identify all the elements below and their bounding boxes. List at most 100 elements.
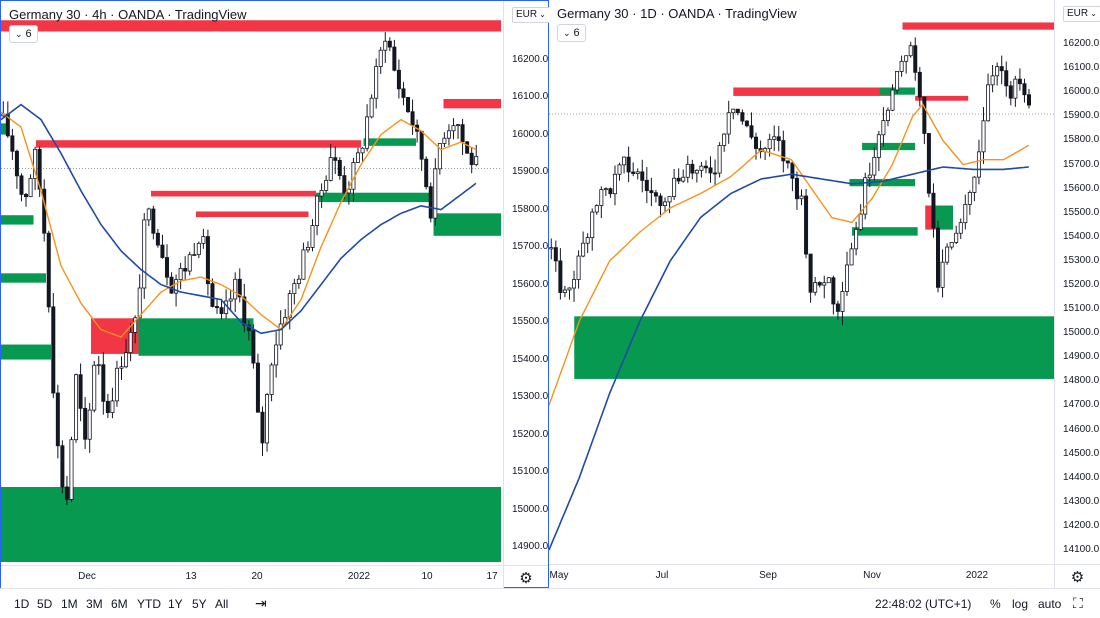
candle-body [201, 236, 206, 244]
candle-body [37, 148, 42, 190]
candle-body [178, 268, 183, 281]
price-tick-label: 15100.0 [1063, 303, 1100, 315]
candle-body [922, 96, 927, 134]
price-tick-label: 15800.0 [512, 203, 549, 215]
candle-body [785, 160, 790, 164]
range-1y-button[interactable]: 1Y [168, 597, 183, 611]
percent-scale-toggle[interactable]: % [990, 597, 1001, 611]
candle-body [986, 84, 991, 122]
candle-body [442, 137, 447, 144]
candle-body [137, 287, 142, 319]
candle-body [174, 279, 179, 294]
candle-body [55, 392, 60, 447]
demand-zone [1, 273, 46, 283]
range-6m-button[interactable]: 6M [111, 597, 128, 611]
currency-label: EUR [516, 9, 538, 20]
candle-body [24, 193, 29, 198]
chart-pane-4h[interactable]: Germany 30 · 4h · OANDA · TradingView ⌄ … [0, 0, 550, 589]
candle-body [995, 66, 1000, 77]
price-plot-4h[interactable] [1, 1, 501, 564]
demand-zone [574, 316, 1054, 379]
candle-body [562, 289, 567, 293]
auto-scale-toggle[interactable]: auto [1038, 597, 1062, 611]
candle-body [196, 242, 201, 255]
chart-settings-button[interactable]: ⚙ [1054, 564, 1100, 588]
candle-body [183, 268, 188, 272]
candle-body [813, 282, 818, 293]
chevron-down-icon: ⌄ [1090, 9, 1097, 18]
go-to-date-icon[interactable]: ⇥ [255, 595, 267, 611]
candle-body [863, 177, 868, 215]
currency-button[interactable]: EUR ⌄ [512, 7, 550, 23]
candle-body [355, 152, 360, 163]
candle-body [717, 145, 722, 174]
candle-body [931, 192, 936, 229]
candle-body [858, 213, 863, 230]
candle-body [772, 136, 777, 140]
time-axis[interactable]: Dec 13 20 2022 10 17 [1, 565, 503, 589]
candle-body [917, 71, 922, 98]
range-5d-button[interactable]: 5D [37, 597, 53, 611]
range-5y-button[interactable]: 5Y [192, 597, 207, 611]
demand-zone [862, 142, 916, 151]
demand-zone [935, 205, 953, 230]
candle-body [74, 374, 79, 441]
price-plot-1d[interactable] [549, 0, 1054, 564]
indicators-toggle[interactable]: ⌄ 6 [557, 24, 586, 42]
chart-settings-button[interactable]: ⚙ [503, 565, 548, 589]
candle-body [749, 125, 754, 138]
candle-body [401, 88, 406, 98]
candle-body [187, 254, 192, 272]
chart-title: Germany 30 · 4h · OANDA · TradingView [9, 7, 247, 22]
candle-body [967, 192, 972, 205]
candle-body [840, 291, 845, 312]
time-tick-label: Dec [78, 571, 96, 582]
price-tick-label: 15100.0 [512, 466, 549, 478]
candle-body [890, 89, 895, 111]
candle-body [219, 307, 224, 314]
candle-body [594, 205, 599, 213]
supply-zone [733, 87, 893, 96]
candle-body [804, 195, 809, 255]
candle-body [164, 257, 169, 278]
candle-body [315, 195, 320, 227]
clock-timezone[interactable]: 22:48:02 (UTC+1) [875, 597, 972, 611]
candle-body [142, 219, 147, 289]
range-ytd-button[interactable]: YTD [137, 597, 161, 611]
range-3m-button[interactable]: 3M [86, 597, 103, 611]
range-all-button[interactable]: All [215, 597, 229, 611]
range-1d-button[interactable]: 1D [14, 597, 30, 611]
candle-body [940, 261, 945, 288]
range-1m-button[interactable]: 1M [61, 597, 78, 611]
price-axis[interactable]: EUR ⌄ 16200.0 16100.0 16000.0 15900.0 15800.… [503, 1, 550, 565]
candle-body [649, 190, 654, 194]
candle-body [612, 173, 617, 195]
price-tick-label: 15700.0 [512, 241, 549, 253]
candle-body [904, 55, 909, 62]
chart-pane-1d[interactable]: Germany 30 · 1D · OANDA · TradingView ⌄ … [549, 0, 1100, 588]
candle-body [735, 108, 740, 113]
fullscreen-icon[interactable]: ⛶ [1073, 595, 1083, 611]
candle-body [433, 168, 438, 219]
candle-body [685, 163, 690, 178]
candle-body [469, 152, 474, 166]
log-scale-toggle[interactable]: log [1012, 597, 1029, 611]
time-axis[interactable]: May Jul Sep Nov 2022 [549, 564, 1054, 588]
price-tick-label: 14900.0 [512, 541, 549, 552]
candle-body [640, 171, 645, 181]
candle-body [42, 188, 47, 234]
price-axis[interactable]: EUR ⌄ 16200.0 16100.0 16000.0 15900.0 15800.… [1054, 0, 1100, 564]
price-tick-label: 15500.0 [512, 316, 549, 328]
candle-body [60, 445, 65, 488]
candle-body [958, 222, 963, 234]
candle-body [51, 306, 56, 394]
candle-body [119, 366, 124, 369]
gear-icon: ⚙ [519, 569, 533, 587]
candle-body [260, 411, 265, 444]
candle-body [456, 124, 461, 127]
indicators-toggle[interactable]: ⌄ 6 [9, 25, 38, 43]
candle-body [87, 409, 92, 440]
currency-button[interactable]: EUR ⌄ [1063, 6, 1100, 22]
candle-body [895, 71, 900, 91]
candle-body [210, 283, 215, 307]
